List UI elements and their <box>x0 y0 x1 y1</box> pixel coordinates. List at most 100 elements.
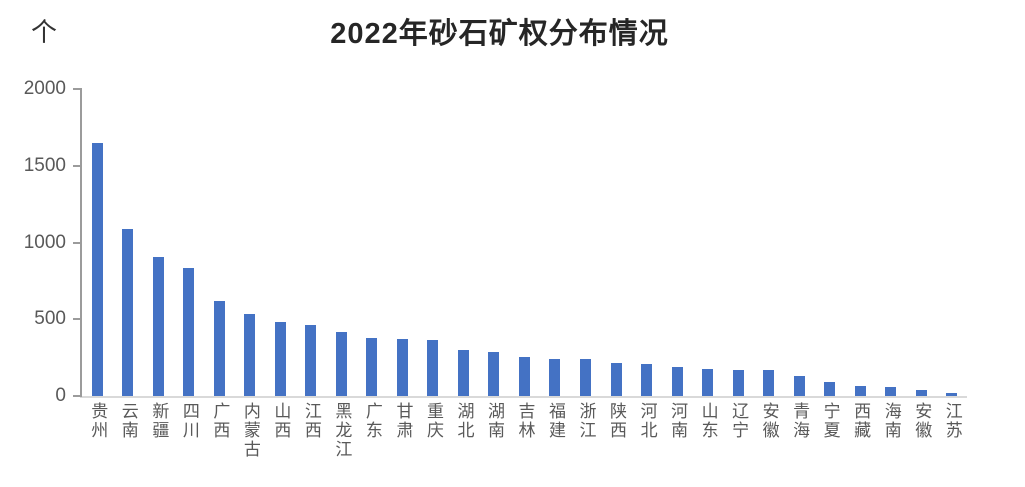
bar-新疆 <box>152 257 164 396</box>
bar-slot <box>662 89 693 396</box>
x-axis-label: 内蒙古 <box>240 402 260 459</box>
bar-slot <box>753 89 784 396</box>
bar-江西 <box>305 324 317 396</box>
bar-重庆 <box>427 340 439 396</box>
x-label-slot: 西藏 <box>845 402 876 440</box>
bar-slot <box>784 89 815 396</box>
bar-slot <box>296 89 327 396</box>
x-axis-label: 西藏 <box>851 402 871 440</box>
y-tick-mark <box>73 395 82 397</box>
x-label-slot: 山东 <box>692 402 723 440</box>
x-label-slot: 福建 <box>540 402 571 440</box>
bar-海南 <box>885 387 897 396</box>
y-tick-label: 500 <box>34 308 66 330</box>
x-label-slot: 山西 <box>265 402 296 440</box>
x-label-slot: 河北 <box>631 402 662 440</box>
x-label-slot: 吉林 <box>509 402 540 440</box>
bar-slot <box>326 89 357 396</box>
x-axis-label: 湖北 <box>454 402 474 440</box>
x-axis-labels: 贵州 云南 新疆 四川 广西 内蒙古 山西 江西 黑龙江 广东 甘肃 重庆 湖北 湖南 吉林 福建 浙江 陕西 河北… <box>82 402 967 459</box>
bar-西藏 <box>854 386 866 396</box>
x-axis-label: 安徽 <box>912 402 932 440</box>
bar-slot <box>845 89 876 396</box>
x-axis-baseline <box>80 396 967 398</box>
x-label-slot: 青海 <box>784 402 815 440</box>
bar-福建 <box>549 358 561 396</box>
bar-slot <box>906 89 937 396</box>
x-label-slot: 宁夏 <box>814 402 845 440</box>
bar-内蒙古 <box>244 313 256 396</box>
x-label-slot: 浙江 <box>570 402 601 440</box>
x-axis-label: 云南 <box>118 402 138 440</box>
bar-辽宁 <box>732 369 744 396</box>
y-tick-mark <box>73 88 82 90</box>
y-axis-unit-label: 个 <box>31 17 58 47</box>
bar-浙江 <box>580 359 591 396</box>
bar-slot <box>174 89 205 396</box>
x-axis-label: 湖南 <box>484 402 504 440</box>
bar-四川 <box>183 267 195 396</box>
y-tick: 2000 <box>8 77 82 101</box>
y-tick-label: 1500 <box>23 154 66 176</box>
bar-河南 <box>671 367 683 396</box>
y-tick-mark <box>73 241 82 244</box>
bar-甘肃 <box>396 339 408 396</box>
bar-广西 <box>213 300 225 396</box>
x-axis-label: 河北 <box>637 402 657 440</box>
bar-slot <box>143 89 174 396</box>
bar-slot <box>692 89 723 396</box>
x-label-slot: 江西 <box>296 402 327 440</box>
x-label-slot: 广西 <box>204 402 235 440</box>
x-label-slot: 新疆 <box>143 402 174 440</box>
plot-area: 0 500 1000 1500 2000 <box>24 78 967 406</box>
bar-slot <box>479 89 510 396</box>
bar-湖南 <box>488 351 500 396</box>
bar-slot <box>540 89 571 396</box>
bar-slot <box>509 89 540 396</box>
bar-slot <box>875 89 906 396</box>
bar-湖北 <box>457 349 469 396</box>
bar-slot <box>235 89 266 396</box>
bar-slot <box>357 89 388 396</box>
bar-slot <box>631 89 662 396</box>
y-tick-mark <box>73 164 82 167</box>
chart-title: 2022年砂石矿权分布情况 <box>330 18 669 50</box>
bar-江苏 <box>946 392 958 396</box>
x-label-slot: 江苏 <box>936 402 967 440</box>
bar-slot <box>82 89 113 396</box>
x-axis-label: 四川 <box>179 402 199 440</box>
bar-黑龙江 <box>335 331 347 396</box>
x-axis-label: 海南 <box>881 402 901 440</box>
x-label-slot: 广东 <box>357 402 388 440</box>
y-tick: 0 <box>8 384 82 408</box>
bar-slot <box>448 89 479 396</box>
bar-吉林 <box>518 356 530 396</box>
bar-slot <box>601 89 632 396</box>
x-axis-label: 吉林 <box>515 402 535 440</box>
bar-山东 <box>702 368 714 396</box>
x-label-slot: 湖北 <box>448 402 479 440</box>
x-label-slot: 安徽 <box>906 402 937 440</box>
bar-slot <box>387 89 418 396</box>
bar-slot <box>204 89 235 396</box>
x-label-slot: 黑龙江 <box>326 402 357 459</box>
x-axis-label: 河南 <box>668 402 688 440</box>
x-axis-label: 陕西 <box>607 402 627 440</box>
x-axis-label: 浙江 <box>576 402 596 440</box>
x-axis-label: 甘肃 <box>393 402 413 440</box>
x-label-slot: 海南 <box>875 402 906 440</box>
x-axis-label: 江西 <box>301 402 321 440</box>
bar-slot <box>936 89 967 396</box>
bar-slot <box>113 89 144 396</box>
y-tick-label: 0 <box>55 385 66 406</box>
x-axis-label: 山东 <box>698 402 718 440</box>
bars <box>82 89 967 396</box>
x-label-slot: 重庆 <box>418 402 449 440</box>
y-tick-label: 2000 <box>23 78 66 99</box>
x-axis-label: 黑龙江 <box>332 402 352 459</box>
y-tick-label: 1000 <box>23 231 66 253</box>
bar-安徽 <box>763 369 775 396</box>
bar-slot <box>723 89 754 396</box>
x-axis-label: 广西 <box>210 402 230 440</box>
x-axis-label: 江苏 <box>942 402 962 440</box>
